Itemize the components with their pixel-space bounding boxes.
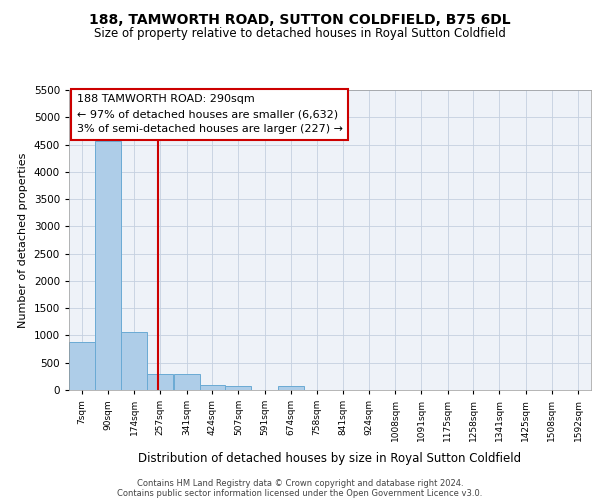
Bar bbox=[147, 374, 173, 390]
Bar bbox=[95, 142, 121, 390]
X-axis label: Distribution of detached houses by size in Royal Sutton Coldfield: Distribution of detached houses by size … bbox=[139, 452, 521, 466]
Text: Size of property relative to detached houses in Royal Sutton Coldfield: Size of property relative to detached ho… bbox=[94, 28, 506, 40]
Bar bbox=[121, 332, 147, 390]
Bar bbox=[199, 385, 226, 390]
Bar bbox=[173, 374, 200, 390]
Text: Contains HM Land Registry data © Crown copyright and database right 2024.: Contains HM Land Registry data © Crown c… bbox=[137, 478, 463, 488]
Bar bbox=[226, 386, 251, 390]
Y-axis label: Number of detached properties: Number of detached properties bbox=[18, 152, 28, 328]
Text: 188 TAMWORTH ROAD: 290sqm
← 97% of detached houses are smaller (6,632)
3% of sem: 188 TAMWORTH ROAD: 290sqm ← 97% of detac… bbox=[77, 94, 343, 134]
Text: Contains public sector information licensed under the Open Government Licence v3: Contains public sector information licen… bbox=[118, 488, 482, 498]
Bar bbox=[69, 342, 95, 390]
Text: 188, TAMWORTH ROAD, SUTTON COLDFIELD, B75 6DL: 188, TAMWORTH ROAD, SUTTON COLDFIELD, B7… bbox=[89, 12, 511, 26]
Bar bbox=[278, 386, 304, 390]
